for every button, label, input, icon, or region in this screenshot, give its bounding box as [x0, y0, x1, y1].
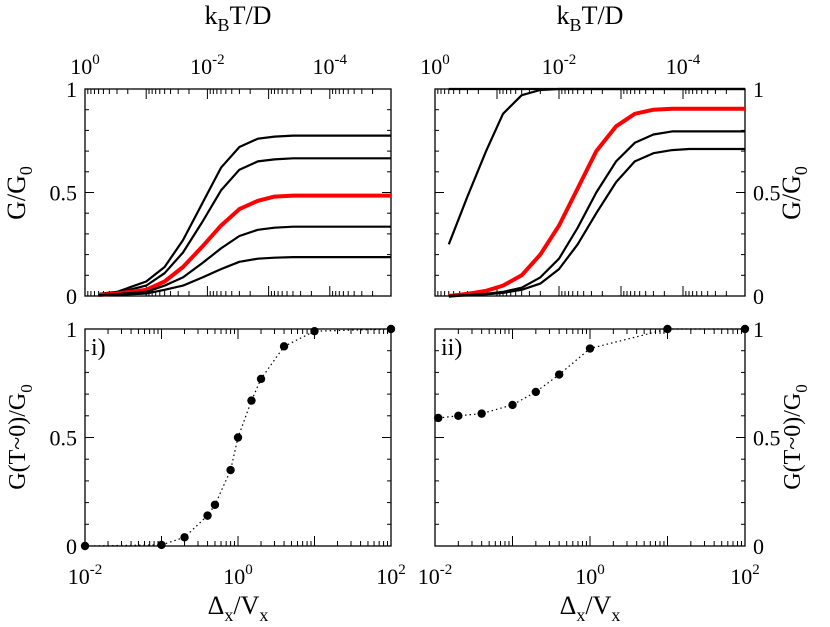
bottom-left-data-point [310, 326, 319, 336]
top-right-series-line-5 [448, 147, 745, 298]
top-axis-label-left: kBT/D [205, 1, 272, 35]
bottom-left-y-label: 0 [66, 534, 77, 559]
top-left-ylabel: G/G0 [2, 166, 36, 220]
bottom-left-ylabel: G(T~0)/G0 [5, 384, 36, 489]
bottom-right-y-label: 0.5 [753, 426, 781, 451]
bottom-left-data-point [157, 540, 166, 550]
bottom-right-dotted-line [438, 328, 745, 419]
bottom-right-data-point [740, 324, 750, 334]
top-left-series-line-4 [98, 225, 391, 297]
bottom-left-data-point [80, 541, 90, 551]
bottom-right-y-label: 0 [753, 534, 764, 559]
bottom-right-y-label: 1 [753, 317, 764, 342]
top-left-frame [84, 88, 392, 297]
bottom-right-panel-label: ii) [441, 335, 462, 361]
bottom-right-data-point [477, 409, 486, 418]
bottom-right-data-point [531, 387, 541, 397]
bottom-left-y-label: 0.5 [50, 426, 78, 451]
bottom-right-ylabel: G(T~0)/G0 [780, 384, 811, 489]
top-axis-label-right: kBT/D [557, 1, 624, 35]
top-left-y-label: 1 [66, 77, 77, 102]
top-right-top-tick-label: 10-4 [666, 52, 701, 79]
bottom-left-data-point [180, 533, 189, 542]
bottom-left-data-point [233, 433, 243, 442]
bottom-right-data-point [434, 413, 443, 423]
top-left-y-label: 0 [66, 284, 77, 309]
bottom-left-data-point [386, 324, 396, 334]
bottom-right-data-point [663, 324, 672, 334]
bottom-left-bottom-tick-label: 100 [223, 562, 253, 589]
bottom-left-data-point [226, 465, 235, 475]
bottom-axis-label-left: Δx/Vx [208, 591, 269, 625]
top-right-frame [434, 88, 746, 297]
bottom-axis-label-right: Δx/Vx [560, 591, 621, 625]
top-left-y-label: 0.5 [50, 181, 78, 206]
top-right-top-tick-label: 100 [420, 52, 450, 79]
bottom-right-data-point [454, 411, 463, 420]
top-left-series-line-3 [98, 193, 391, 297]
top-left-top-tick-label: 10-4 [313, 52, 348, 79]
bottom-left-data-point [279, 342, 289, 351]
bottom-right-data-point [508, 400, 517, 410]
bottom-left-bottom-tick-label: 102 [376, 562, 406, 589]
top-right-y-label: 1 [753, 77, 764, 102]
top-right-y-label: 0 [753, 284, 764, 309]
top-right-y-label: 0.5 [753, 181, 781, 206]
bottom-left-data-point [247, 396, 256, 405]
top-right-series-line-3 [448, 106, 745, 298]
bottom-right-data-point [585, 344, 595, 353]
top-right-top-tick-label: 10-2 [542, 52, 577, 79]
bottom-left-data-point [256, 374, 266, 384]
bottom-right-frame [434, 328, 746, 547]
top-left-top-tick-label: 100 [70, 52, 100, 79]
bottom-left-panel-label: i) [91, 335, 106, 361]
top-left-top-tick-label: 10-2 [190, 52, 225, 79]
bottom-left-y-label: 1 [66, 317, 77, 342]
top-right-ylabel: G/G0 [777, 166, 811, 220]
bottom-right-data-point [554, 370, 564, 379]
top-left-series-line-5 [98, 256, 391, 297]
bottom-left-bottom-tick-label: 10-2 [68, 562, 103, 589]
top-left-series-line-2 [98, 157, 391, 296]
bottom-left-data-point [210, 500, 220, 509]
bottom-right-bottom-tick-label: 102 [730, 562, 760, 589]
bottom-left-data-point [203, 511, 212, 520]
top-left-series-line-1 [98, 134, 391, 295]
top-right-series-line-2 [447, 87, 745, 245]
bottom-right-bottom-tick-label: 100 [575, 562, 605, 589]
bottom-right-bottom-tick-label: 10-2 [418, 562, 453, 589]
